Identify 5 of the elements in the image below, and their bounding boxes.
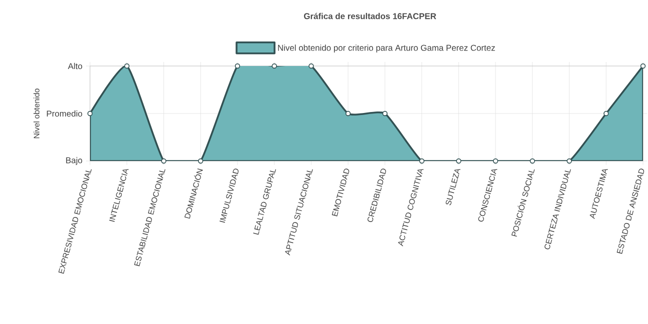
text: Bajo (66, 157, 82, 165)
text: Promedio (46, 110, 82, 117)
legend-label: Nivel obtenido por criterio para Arturo Gama Perez Cortez (278, 44, 495, 52)
text: Alto (68, 62, 82, 70)
chart-title: Gráfica de resultados 16FACPER (304, 12, 436, 20)
